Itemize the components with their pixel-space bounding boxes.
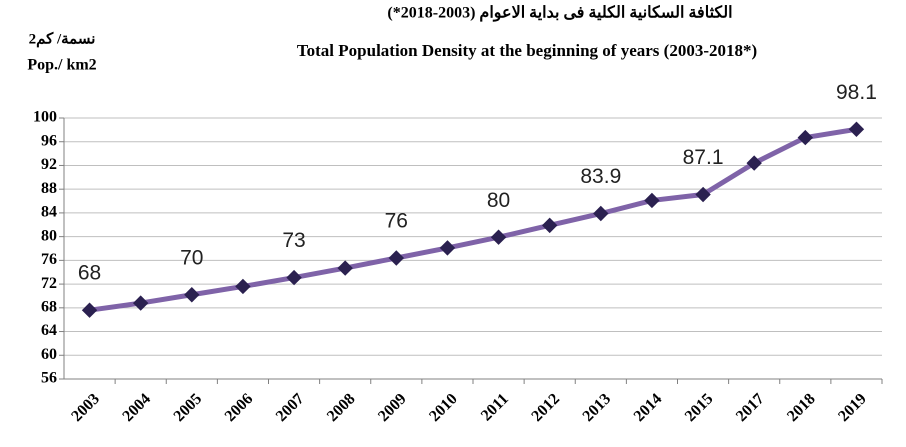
x-tick-label: 2011 [478,390,512,424]
data-label: 68 [78,262,101,285]
y-axis-label: Pop./ km2 [27,57,96,74]
y-tick-label: 76 [41,251,57,268]
marker [695,186,711,203]
marker [337,260,353,276]
marker [797,129,814,146]
marker [644,192,660,209]
x-tick-label: 2019 [835,390,870,425]
y-tick-label: 68 [41,298,57,315]
x-tick-label: 2012 [528,390,563,425]
y-tick-label: 56 [41,370,57,387]
data-label: 76 [385,210,408,233]
y-axis-label-arabic: نسمة/ كم2 [29,31,96,47]
marker [490,229,507,245]
marker [184,287,200,303]
marker [81,302,98,318]
x-tick-label: 2013 [580,390,615,425]
marker [593,205,609,222]
y-tick-label: 60 [41,346,57,363]
x-tick-label: 2014 [631,390,666,425]
y-tick-label: 64 [41,322,57,339]
y-tick-label: 84 [41,204,57,221]
y-tick-label: 88 [41,180,57,197]
data-label: 80 [487,189,510,212]
x-tick-label: 2017 [733,390,768,425]
y-tick-label: 92 [41,156,57,173]
x-tick-label: 2010 [426,390,461,425]
marker [746,155,762,171]
marker [848,121,865,137]
x-tick-label: 2018 [784,390,819,425]
series-line [89,126,857,313]
marker [388,250,405,266]
marker [541,217,558,234]
chart-title-arabic: الكثافة السكانية الكلية فى بداية الاعوام… [387,5,732,23]
x-tick-label: 2008 [324,390,359,425]
marker [286,269,302,286]
x-tick-label: 2009 [375,390,410,425]
marker [235,278,251,295]
y-tick-label: 72 [41,275,57,292]
y-tick-label: 80 [41,227,57,244]
x-tick-label: 2015 [682,390,717,425]
x-tick-label: 2006 [222,390,257,425]
y-tick-label: 96 [41,132,57,149]
data-label: 70 [180,246,203,269]
marker [439,240,456,256]
marker [132,295,149,311]
x-tick-label: 2004 [119,390,154,425]
data-label: 87.1 [683,146,724,169]
chart-title: Total Population Density at the beginnin… [297,41,757,60]
x-tick-label: 2003 [68,390,103,425]
data-label: 98.1 [836,81,877,104]
data-label: 83.9 [580,165,621,188]
y-tick-label: 100 [33,109,57,126]
x-tick-label: 2005 [171,390,206,425]
data-label: 73 [282,229,305,252]
x-tick-label: 2007 [273,390,308,425]
